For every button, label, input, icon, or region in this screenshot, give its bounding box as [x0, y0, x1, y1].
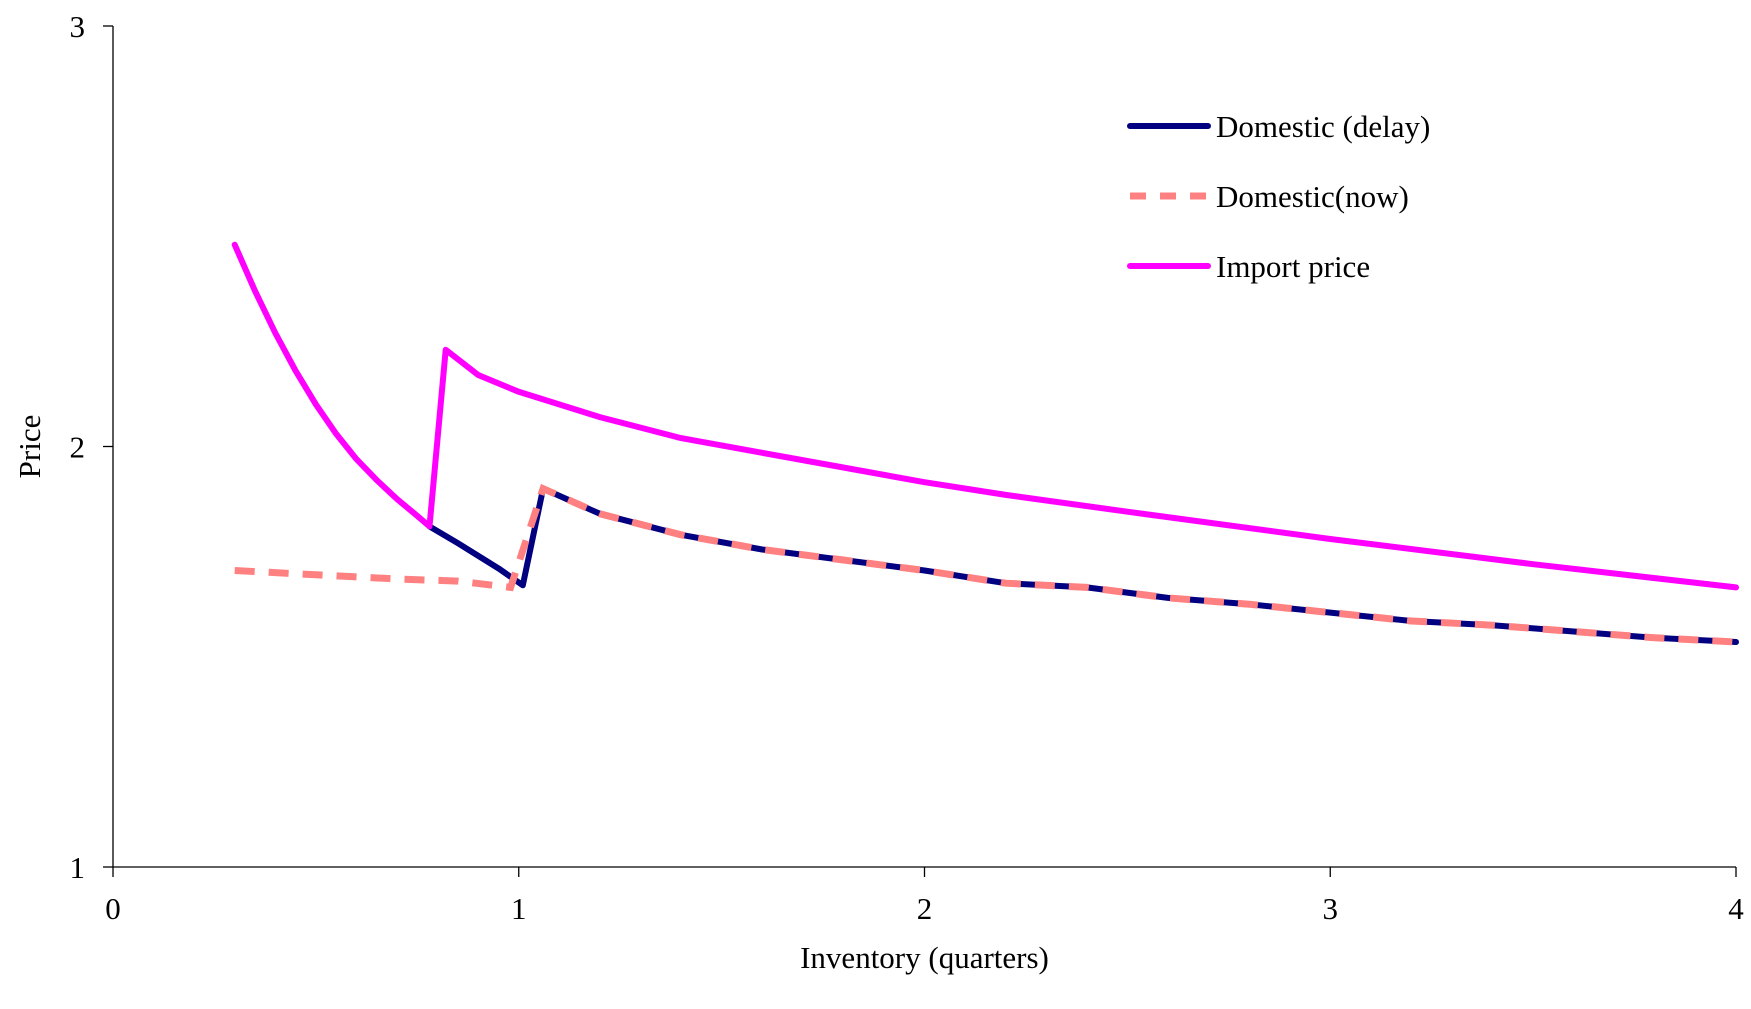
y-axis-title: Price — [12, 415, 47, 479]
series-layer — [231, 241, 1739, 646]
x-axis-title: Inventory (quarters) — [800, 940, 1049, 975]
series-line-0 — [426, 485, 1739, 645]
series-line-2 — [231, 241, 1739, 591]
y-tick-label: 1 — [70, 850, 86, 885]
series-line-1 — [234, 483, 1737, 646]
x-tick-label: 3 — [1323, 891, 1339, 926]
legend-label: Domestic(now) — [1216, 179, 1409, 214]
y-tick-label: 3 — [70, 9, 86, 44]
legend-label: Domestic (delay) — [1216, 109, 1430, 144]
y-tick-label: 2 — [70, 430, 86, 465]
x-tick-label: 0 — [105, 891, 121, 926]
x-tick-label: 1 — [511, 891, 527, 926]
legend: Domestic (delay) Domestic(now) Import pric… — [1127, 109, 1430, 284]
x-tick-label: 4 — [1728, 891, 1744, 926]
legend-label: Import price — [1216, 249, 1370, 284]
x-tick-label: 2 — [917, 891, 933, 926]
